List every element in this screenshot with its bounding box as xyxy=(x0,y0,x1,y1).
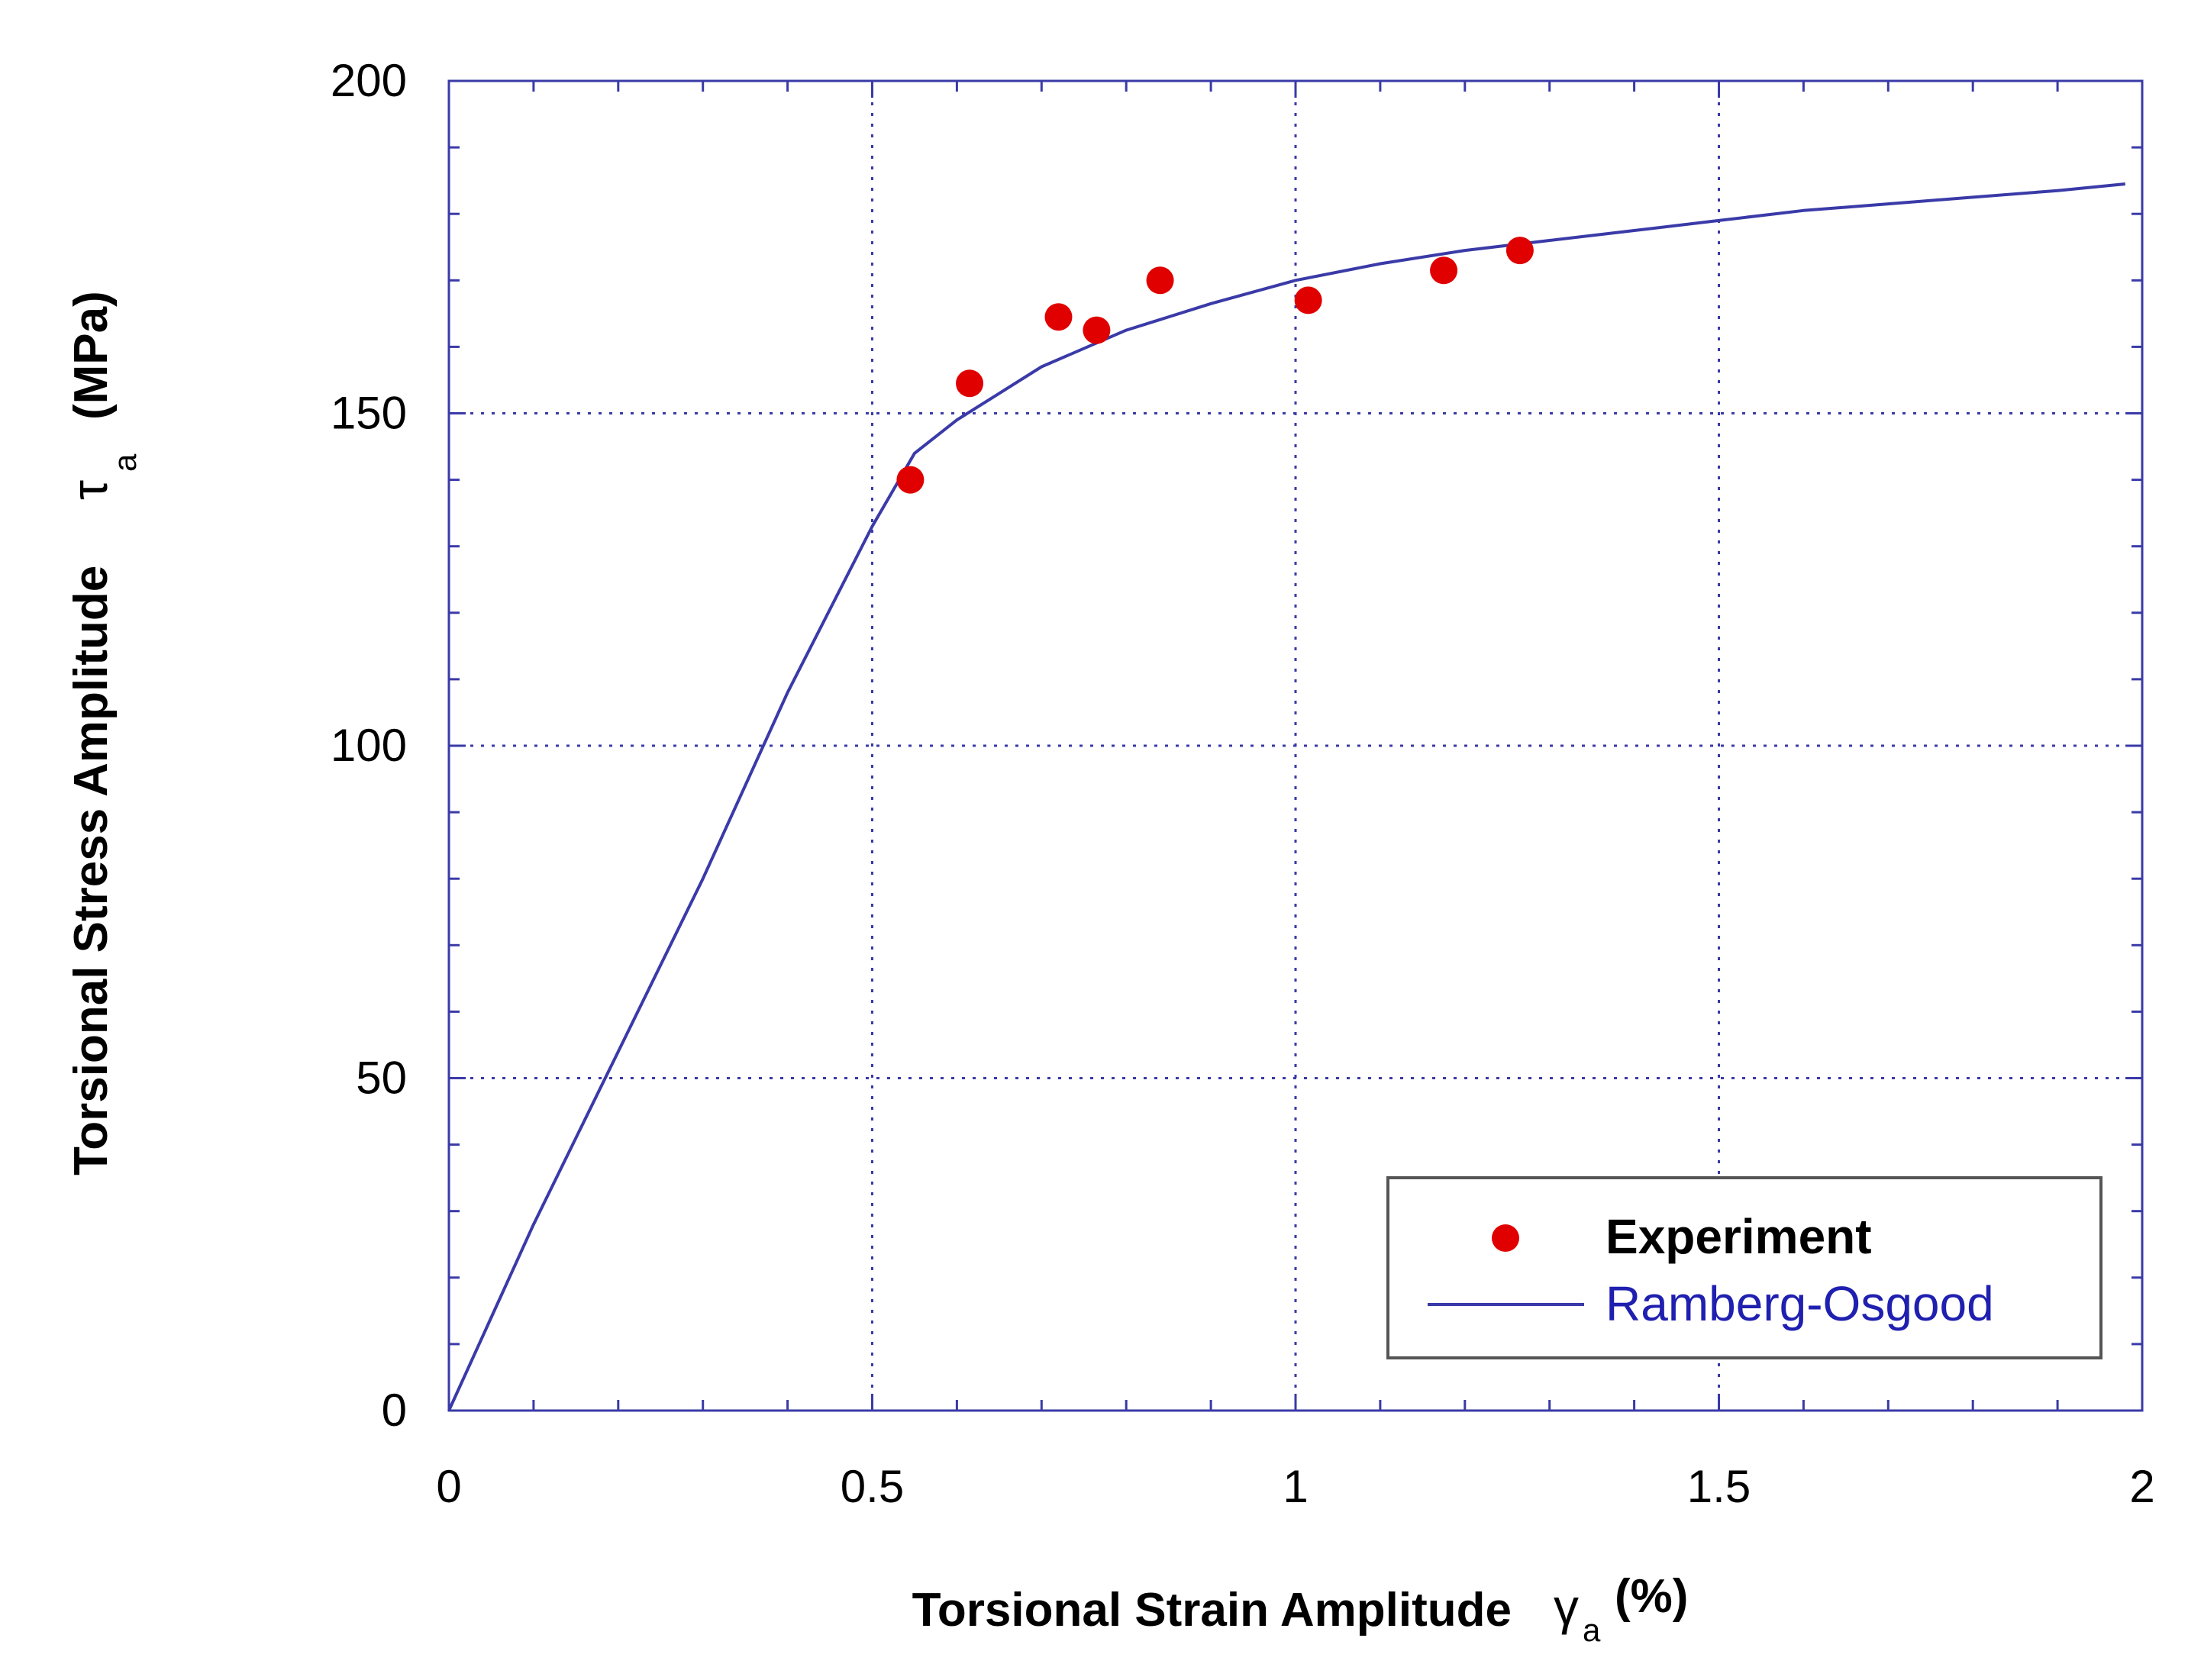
axis-ticks xyxy=(447,79,2144,1412)
experiment-point xyxy=(1430,256,1458,285)
y-tick-label: 0 xyxy=(382,1385,407,1436)
x-tick-label: 1 xyxy=(1283,1461,1308,1512)
experiment-point xyxy=(1083,316,1111,344)
x-axis-unit: (%) xyxy=(1615,1570,1688,1623)
x-tick-label: 0 xyxy=(436,1461,461,1512)
y-tick-label: 150 xyxy=(331,388,407,439)
y-tick-label: 100 xyxy=(331,720,407,771)
experiment-point xyxy=(956,369,984,398)
y-axis-title: Torsional Stress Amplitude xyxy=(65,566,118,1175)
ramberg-osgood-line xyxy=(447,182,2125,1411)
legend-experiment-label: Experiment xyxy=(1606,1209,1872,1264)
y-axis-symbol: τ xyxy=(61,480,118,500)
x-tick-label: 2 xyxy=(2129,1461,2154,1512)
legend: Experiment Ramberg-Osgood xyxy=(1386,1176,2102,1359)
legend-experiment-marker xyxy=(1492,1224,1519,1252)
experiment-point xyxy=(1505,237,1534,265)
y-axis-symbol-subscript: a xyxy=(107,453,143,472)
x-axis-symbol-subscript: a xyxy=(1583,1612,1601,1648)
experiment-point xyxy=(1044,303,1073,331)
y-tick-labels: 0 50 100 150 200 xyxy=(331,55,407,1436)
x-axis-symbol: γ xyxy=(1554,1578,1579,1635)
x-axis-title: Torsional Strain Amplitude xyxy=(912,1584,1512,1636)
x-tick-label: 0.5 xyxy=(841,1461,904,1512)
experiment-point xyxy=(1146,266,1174,295)
fit-line-layer xyxy=(447,182,2125,1411)
y-tick-label: 50 xyxy=(356,1053,407,1104)
x-tick-labels: 0 0.5 1 1.5 2 xyxy=(436,1461,2154,1512)
legend-fit-label: Ramberg-Osgood xyxy=(1606,1276,1994,1331)
plot-frame xyxy=(447,79,2144,1412)
grid-lines xyxy=(449,81,2142,1411)
x-tick-label: 1.5 xyxy=(1687,1461,1751,1512)
legend-box xyxy=(1386,1176,2102,1359)
experiment-point xyxy=(896,466,925,494)
y-axis-unit: (MPa) xyxy=(65,291,118,420)
experiment-points xyxy=(896,237,1534,494)
experiment-point xyxy=(1294,286,1322,314)
y-tick-label: 200 xyxy=(331,55,407,106)
